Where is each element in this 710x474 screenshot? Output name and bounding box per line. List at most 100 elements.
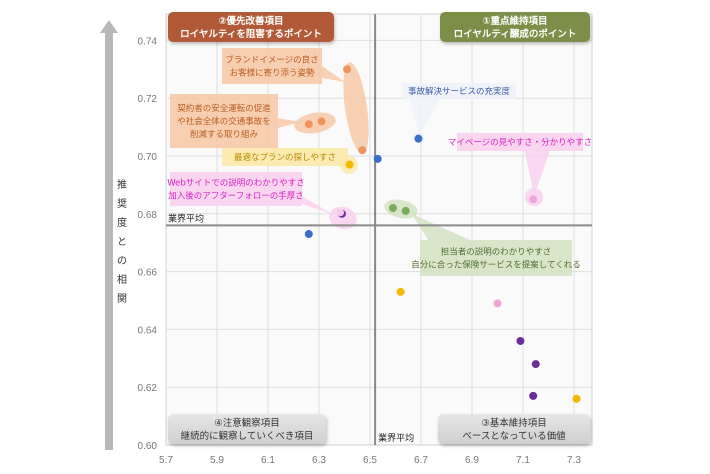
x-tick-label: 5.7 xyxy=(159,455,173,466)
quadrant-box xyxy=(440,12,590,42)
x-tick-label: 6.5 xyxy=(363,455,377,466)
callout-box xyxy=(170,172,302,206)
y-tick-label: 0.64 xyxy=(138,325,158,336)
callout-text: 削減する取り組み xyxy=(190,129,259,140)
x-tick-label: 7.1 xyxy=(516,455,530,466)
industry-average-label-y: 業界平均 xyxy=(168,212,204,224)
callout-text: や社会全体の交通事故を xyxy=(177,116,271,127)
callout-pointer xyxy=(302,196,332,214)
callout-text: マイページの見やすさ・分かりやすさ xyxy=(448,138,592,148)
callout-text: 自分に合った保険サービスを提案してくれる xyxy=(411,260,581,271)
quadrant-title: ①重点維持項目 xyxy=(482,15,547,27)
quadrant-subtitle: ロイヤルティを阻害するポイント xyxy=(180,28,322,40)
y-axis-label: 推奨度との相関 xyxy=(117,178,127,305)
data-point-blue xyxy=(373,154,382,163)
y-axis-label-char: 度 xyxy=(117,216,127,229)
data-point-violet xyxy=(529,391,538,400)
y-axis-label-char: と xyxy=(117,236,127,248)
callout-text: 事故解決サービスの充実度 xyxy=(408,86,511,97)
y-tick-label: 0.72 xyxy=(138,94,158,105)
industry-average-label-x: 業界平均 xyxy=(378,432,414,444)
data-point-magenta xyxy=(529,195,538,204)
quadrant-title: ②優先改善項目 xyxy=(218,15,283,27)
quadrant-box xyxy=(168,414,326,444)
callout-text: 担当者の説明のわかりやすさ xyxy=(441,247,552,258)
callout-text: 契約者の安全運転の促進 xyxy=(177,103,271,114)
y-axis-label-char: 関 xyxy=(117,293,127,305)
callout-highlight xyxy=(343,62,369,154)
data-point-violet xyxy=(531,360,540,369)
quadrant-subtitle: ロイヤルティ醸成のポイント xyxy=(454,28,577,40)
y-tick-label: 0.66 xyxy=(138,268,158,279)
callout-highlight xyxy=(294,112,336,134)
callout-box xyxy=(457,133,583,151)
callout-text: ブランドイメージの良さ xyxy=(225,55,318,66)
callout-box xyxy=(420,240,572,276)
callout-pointer xyxy=(525,151,550,196)
y-tick-label: 0.70 xyxy=(138,152,158,163)
data-point-yellow xyxy=(572,394,581,403)
data-point-violet xyxy=(516,336,525,345)
y-tick-label: 0.74 xyxy=(138,36,158,47)
data-point-green xyxy=(388,204,397,213)
y-axis-label-char: 推 xyxy=(117,178,127,191)
callout-text: お客様に寄り添う姿勢 xyxy=(229,68,315,79)
y-axis-label-char: 相 xyxy=(117,273,127,286)
data-point-blue xyxy=(304,230,313,239)
quadrant-title: ④注意観察項目 xyxy=(214,417,280,429)
callout-pointer xyxy=(322,66,345,82)
x-axis-ticks: 5.7 5.9 6.1 6.3 6.5 6.7 6.9 7.1 7.3 xyxy=(159,455,581,466)
callout-pointer xyxy=(410,99,440,136)
y-axis-label-char: 奨 xyxy=(117,197,127,210)
data-point-mask xyxy=(336,209,345,217)
data-point-orange xyxy=(304,120,313,129)
x-tick-label: 6.7 xyxy=(414,455,428,466)
y-tick-label: 0.60 xyxy=(138,441,158,452)
callout-text: 加入後のアフターフォローの手厚さ xyxy=(168,191,304,202)
quadrant-box xyxy=(438,414,590,444)
data-point-yellow xyxy=(345,160,354,169)
y-tick-label: 0.68 xyxy=(138,210,158,221)
callout-box xyxy=(402,83,516,99)
data-point-orange xyxy=(358,146,367,155)
callout-box xyxy=(222,48,322,84)
callout-pointer xyxy=(278,118,300,128)
callout-pointer xyxy=(412,214,470,240)
x-tick-label: 5.9 xyxy=(210,455,224,466)
quadrant-subtitle: 継続的に観察していくべき項目 xyxy=(181,430,314,442)
quadrant-box xyxy=(168,12,334,42)
y-axis-arrow xyxy=(100,20,118,450)
data-point-green xyxy=(401,206,410,215)
data-point-blue xyxy=(414,134,423,143)
callout-text: 最適なプランの探しやすさ xyxy=(234,152,336,163)
y-tick-label: 0.62 xyxy=(138,383,158,394)
x-tick-label: 6.9 xyxy=(465,455,479,466)
quadrant-title: ③基本維持項目 xyxy=(481,417,547,429)
x-tick-label: 7.3 xyxy=(567,455,581,466)
x-tick-label: 6.3 xyxy=(312,455,326,466)
callout-box xyxy=(170,94,278,148)
grid xyxy=(165,13,593,446)
y-axis-ticks: 0.60 0.62 0.64 0.66 0.68 0.70 0.72 0.74 xyxy=(138,36,158,452)
annotations: ブランドイメージの良さお客様に寄り添う姿勢契約者の安全運転の促進や社会全体の交通… xyxy=(167,48,592,276)
data-points xyxy=(304,65,581,403)
quadrant-subtitle: ベースとなっている価値 xyxy=(462,430,566,442)
data-point-orange xyxy=(317,117,326,126)
data-point-orange xyxy=(343,65,352,74)
y-axis-label-char: の xyxy=(117,256,127,267)
data-point-magenta xyxy=(493,299,502,308)
x-tick-label: 6.1 xyxy=(261,455,275,466)
callout-box xyxy=(222,148,348,166)
plot-area xyxy=(165,13,593,446)
